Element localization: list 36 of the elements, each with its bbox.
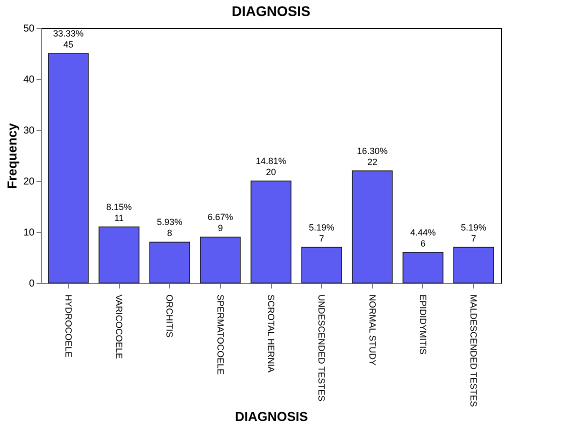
bar [301,246,342,284]
text: 5.93% 8 [156,217,182,238]
chart-title: DIAGNOSIS [232,3,310,19]
x-tick-label: SCROTAL HERNIA [266,294,276,373]
y-tick-label: 0 [28,278,35,290]
x-tick-label: SPERMATOCOELE [215,294,226,375]
bar [402,252,444,284]
text: 14.81% 20 [256,156,286,177]
x-tick-label: EPIDIDYMITIS [418,294,428,355]
x-tick-label: MALDESCENDED TESTES [468,294,479,407]
text: 5.19% 7 [308,222,334,244]
text: 4.44% 6 [410,227,436,248]
x-tick-label: HYDROCOELE [63,294,74,358]
x-tick-label: UNDESCENDED TESTES [316,294,327,402]
bar [453,246,494,284]
bar [98,226,140,284]
y-tick-label: 20 [23,176,35,188]
bar [352,170,393,284]
text: 6.67% 9 [208,212,234,234]
bar [250,180,292,284]
x-tick-label: VARICOCOELE [114,294,124,359]
text: 33.33% 45 [53,28,84,50]
x-tick-label: NORMAL STUDY [367,294,378,366]
text: 8.15% 11 [106,202,132,223]
x-tick-label: ORCHITIS [164,294,175,338]
y-tick-label: 10 [23,228,35,238]
text: 5.19% 7 [460,222,486,244]
bar [48,53,89,284]
y-tick-label: 30 [23,126,35,136]
x-axis-title: DIAGNOSIS [235,409,308,424]
y-tick-label: 40 [23,74,35,86]
bar [149,242,190,284]
bar [200,236,241,284]
y-axis-title: Frequency [4,122,20,189]
text: 16.30% 22 [357,146,388,167]
y-tick-label: 50 [23,24,35,34]
